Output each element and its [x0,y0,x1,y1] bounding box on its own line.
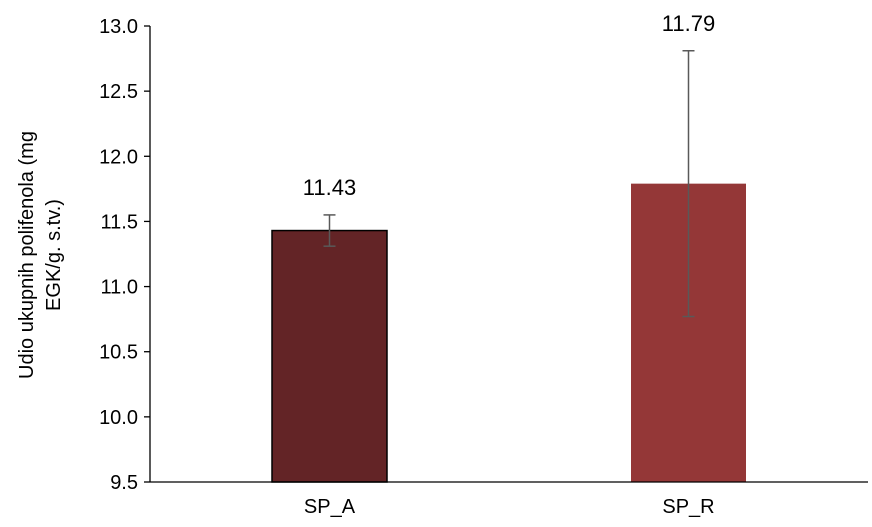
x-axis-tick-labels: SP_A SP_R [304,496,715,518]
data-label: 11.43 [303,175,356,200]
y-axis-title-line-1: Udio ukupnih polifenola (mg [16,131,38,379]
data-label: 11.79 [662,11,715,36]
y-tick-label: 11.5 [101,211,138,233]
data-labels: 11.43 11.79 [303,11,715,200]
y-tick-label: 10.0 [99,407,138,429]
axes [149,26,868,483]
y-tick-label: 9.5 [110,472,138,494]
bar-sp-a [271,229,388,483]
error-bar-sp-a [323,214,336,247]
x-tick-label: SP_R [662,496,714,518]
y-tick-label: 12.0 [99,146,138,168]
y-tick-label: 10.5 [99,342,138,364]
y-axis-title-line-2: EGK/g. s.tv.) [43,199,65,311]
y-tick-label: 11.0 [101,277,138,299]
y-tick-label: 12.5 [99,81,138,103]
y-axis-title: Udio ukupnih polifenola (mg EGK/g. s.tv.… [16,131,65,379]
x-tick-label: SP_A [304,496,356,518]
y-tick-label: 13.0 [99,16,138,38]
bars [271,183,746,483]
error-bars [323,50,695,318]
error-bar-sp-r [682,50,695,318]
y-axis-ticks: 9.5 10.0 10.5 11.0 11.5 12.0 12.5 13.0 [99,16,150,494]
